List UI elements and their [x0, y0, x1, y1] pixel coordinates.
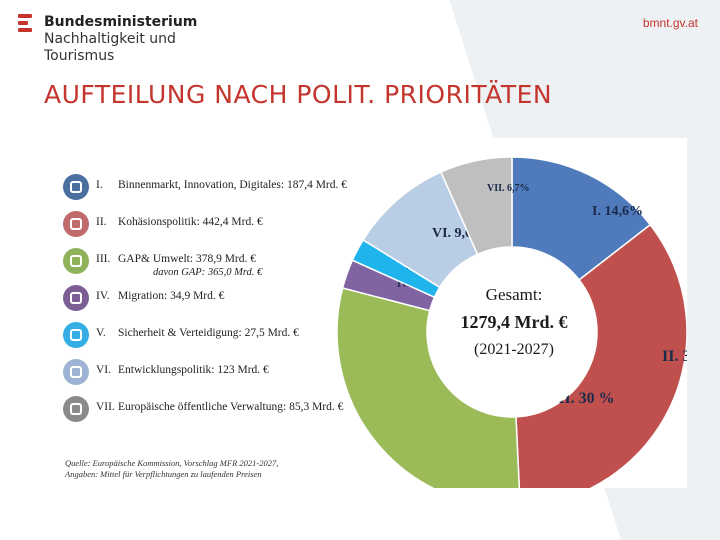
legend-item: VI. Entwicklungspolitik: 123 Mrd. €	[63, 359, 393, 396]
legend-item: III. GAP& Umwelt: 378,9 Mrd. € davon GAP…	[63, 248, 393, 285]
globe-icon	[63, 359, 89, 385]
legend-subtext: davon GAP: 365,0 Mrd. €	[153, 267, 263, 278]
signpost-icon	[63, 285, 89, 311]
legend-item: VII. Europäische öffentliche Verwaltung:…	[63, 396, 393, 433]
legend-text: Migration: 34,9 Mrd. €	[118, 290, 225, 302]
slice-label: I. 14,6%	[592, 204, 643, 219]
legend-number: I.	[96, 179, 103, 191]
donut-hole	[427, 247, 597, 417]
legend-number: VI.	[96, 364, 112, 376]
document-icon	[63, 396, 89, 422]
org-line-2: Nachhaltigkeit und	[44, 31, 176, 47]
center-label: 1279,4 Mrd. €	[461, 312, 568, 332]
lightbulb-icon	[63, 174, 89, 200]
page-title: AUFTEILUNG NACH POLIT. PRIORITÄTEN	[44, 80, 553, 109]
legend: I. Binnenmarkt, Innovation, Digitales: 1…	[63, 174, 393, 433]
legend-text: Europäische öffentliche Verwaltung: 85,3…	[118, 401, 344, 413]
org-line-3: Tourismus	[44, 48, 115, 64]
website-url[interactable]: bmnt.gv.at	[642, 16, 698, 30]
slice-label: II. 35 %	[662, 348, 687, 365]
source-line-2: Angaben: Mittel für Verpflichtungen zu l…	[65, 469, 262, 479]
legend-number: VII.	[96, 401, 115, 413]
legend-number: IV.	[96, 290, 110, 302]
people-icon	[63, 211, 89, 237]
donut-chart: I. 14,6%II. 35 %III. 30 %IV. 2,7%V. 2,1%…	[336, 156, 687, 488]
org-line-1: Bundesministerium	[44, 14, 198, 30]
slice-label: VII. 6,7%	[487, 183, 530, 194]
source-note: Quelle: Europäische Kommission, Vorschla…	[65, 458, 278, 480]
leaf-icon	[63, 248, 89, 274]
legend-item: V. Sicherheit & Verteidigung: 27,5 Mrd. …	[63, 322, 393, 359]
legend-text: Sicherheit & Verteidigung: 27,5 Mrd. €	[118, 327, 299, 339]
legend-text: Entwicklungspolitik: 123 Mrd. €	[118, 364, 269, 376]
legend-number: II.	[96, 216, 107, 228]
legend-number: V.	[96, 327, 106, 339]
center-label: Gesamt:	[486, 285, 543, 304]
legend-item: IV. Migration: 34,9 Mrd. €	[63, 285, 393, 322]
legend-text: GAP& Umwelt: 378,9 Mrd. €	[118, 253, 256, 265]
center-label: (2021-2027)	[474, 341, 554, 358]
ministry-logo	[18, 14, 32, 35]
shield-icon	[63, 322, 89, 348]
source-line-1: Quelle: Europäische Kommission, Vorschla…	[65, 458, 279, 468]
chart-figure: I. Binnenmarkt, Innovation, Digitales: 1…	[55, 138, 687, 488]
legend-number: III.	[96, 253, 111, 265]
legend-item: II. Kohäsionspolitik: 442,4 Mrd. €	[63, 211, 393, 248]
legend-item: I. Binnenmarkt, Innovation, Digitales: 1…	[63, 174, 393, 211]
ministry-name: Bundesministerium Nachhaltigkeit und Tou…	[44, 14, 197, 65]
legend-text: Kohäsionspolitik: 442,4 Mrd. €	[118, 216, 263, 228]
legend-text: Binnenmarkt, Innovation, Digitales: 187,…	[118, 179, 348, 191]
